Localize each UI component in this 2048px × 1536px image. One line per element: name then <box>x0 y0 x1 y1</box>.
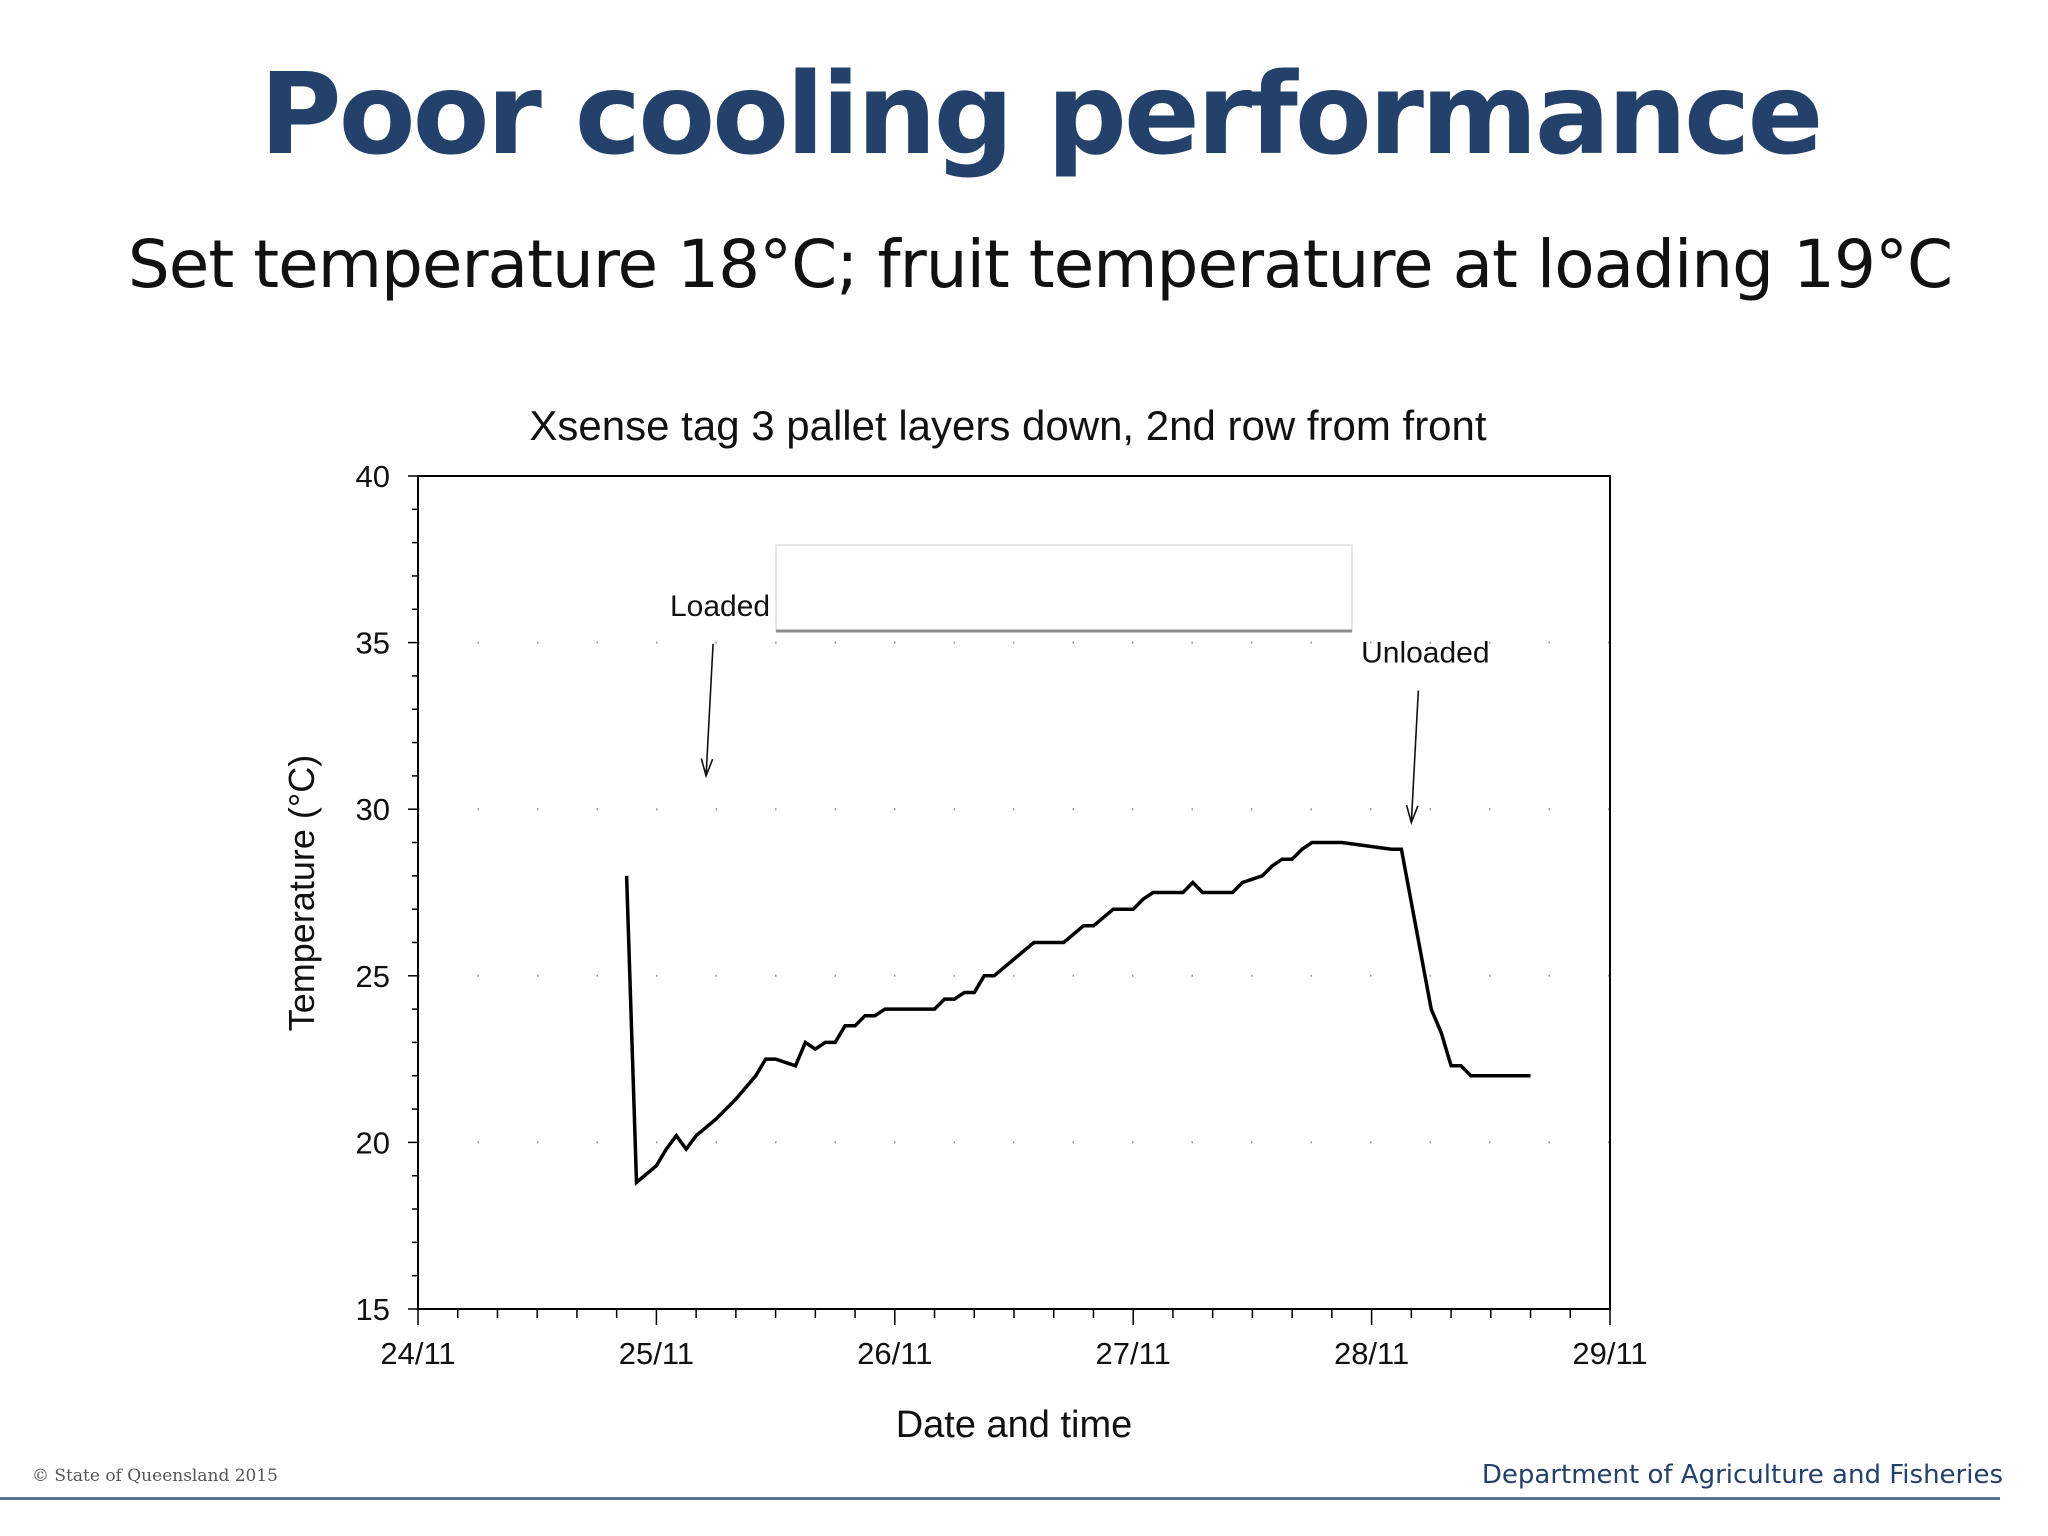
annotation-label-loaded: Loaded <box>670 590 770 623</box>
x-tick-label: 24/11 <box>380 1336 455 1371</box>
x-tick-label: 28/11 <box>1334 1336 1409 1371</box>
y-tick-label: 30 <box>356 792 390 827</box>
x-tick-label: 27/11 <box>1096 1336 1171 1371</box>
annotation-arrow-unloaded <box>1410 690 1420 823</box>
x-tick-label: 25/11 <box>619 1336 694 1371</box>
annotation-label-unloaded: Unloaded <box>1361 637 1489 670</box>
x-tick-labels: 24/11 25/11 26/11 27/11 28/11 29/11 <box>380 1336 1647 1371</box>
x-tick-label: 26/11 <box>857 1336 932 1371</box>
y-tick-label: 15 <box>356 1292 390 1327</box>
slide-subtitle: Set temperature 18°C; fruit temperature … <box>127 226 1953 303</box>
y-tick-labels: 15 20 25 30 35 40 <box>356 459 390 1327</box>
footer-rule <box>0 1497 2000 1500</box>
footer-copyright: © State of Queensland 2015 <box>32 1466 278 1486</box>
y-tick-label: 20 <box>356 1125 390 1160</box>
footer-department: Department of Agriculture and Fisheries <box>1481 1460 2003 1490</box>
x-tick-label: 29/11 <box>1572 1336 1647 1371</box>
chart-title: Xsense tag 3 pallet layers down, 2nd row… <box>529 402 1486 449</box>
temperature-chart: Xsense tag 3 pallet layers down, 2nd row… <box>281 402 1648 1446</box>
series-line-temperature <box>624 840 1531 1187</box>
axis-ticks <box>408 475 1611 1325</box>
annotation-arrow-loaded <box>705 643 714 776</box>
slide-title: Poor cooling performance <box>259 50 1824 180</box>
annotation-arrowhead-loaded <box>700 758 714 779</box>
y-tick-label: 25 <box>356 959 390 994</box>
blank-overlay-box <box>775 544 1353 632</box>
grid <box>418 641 1610 1144</box>
annotations: Loaded Unloaded <box>670 590 1490 826</box>
annotation-arrowhead-unloaded <box>1405 804 1419 826</box>
y-tick-label: 35 <box>356 626 390 661</box>
x-axis-label: Date and time <box>896 1404 1133 1446</box>
y-axis-label: Temperature (°C) <box>281 755 322 1031</box>
y-tick-label: 40 <box>356 459 390 494</box>
